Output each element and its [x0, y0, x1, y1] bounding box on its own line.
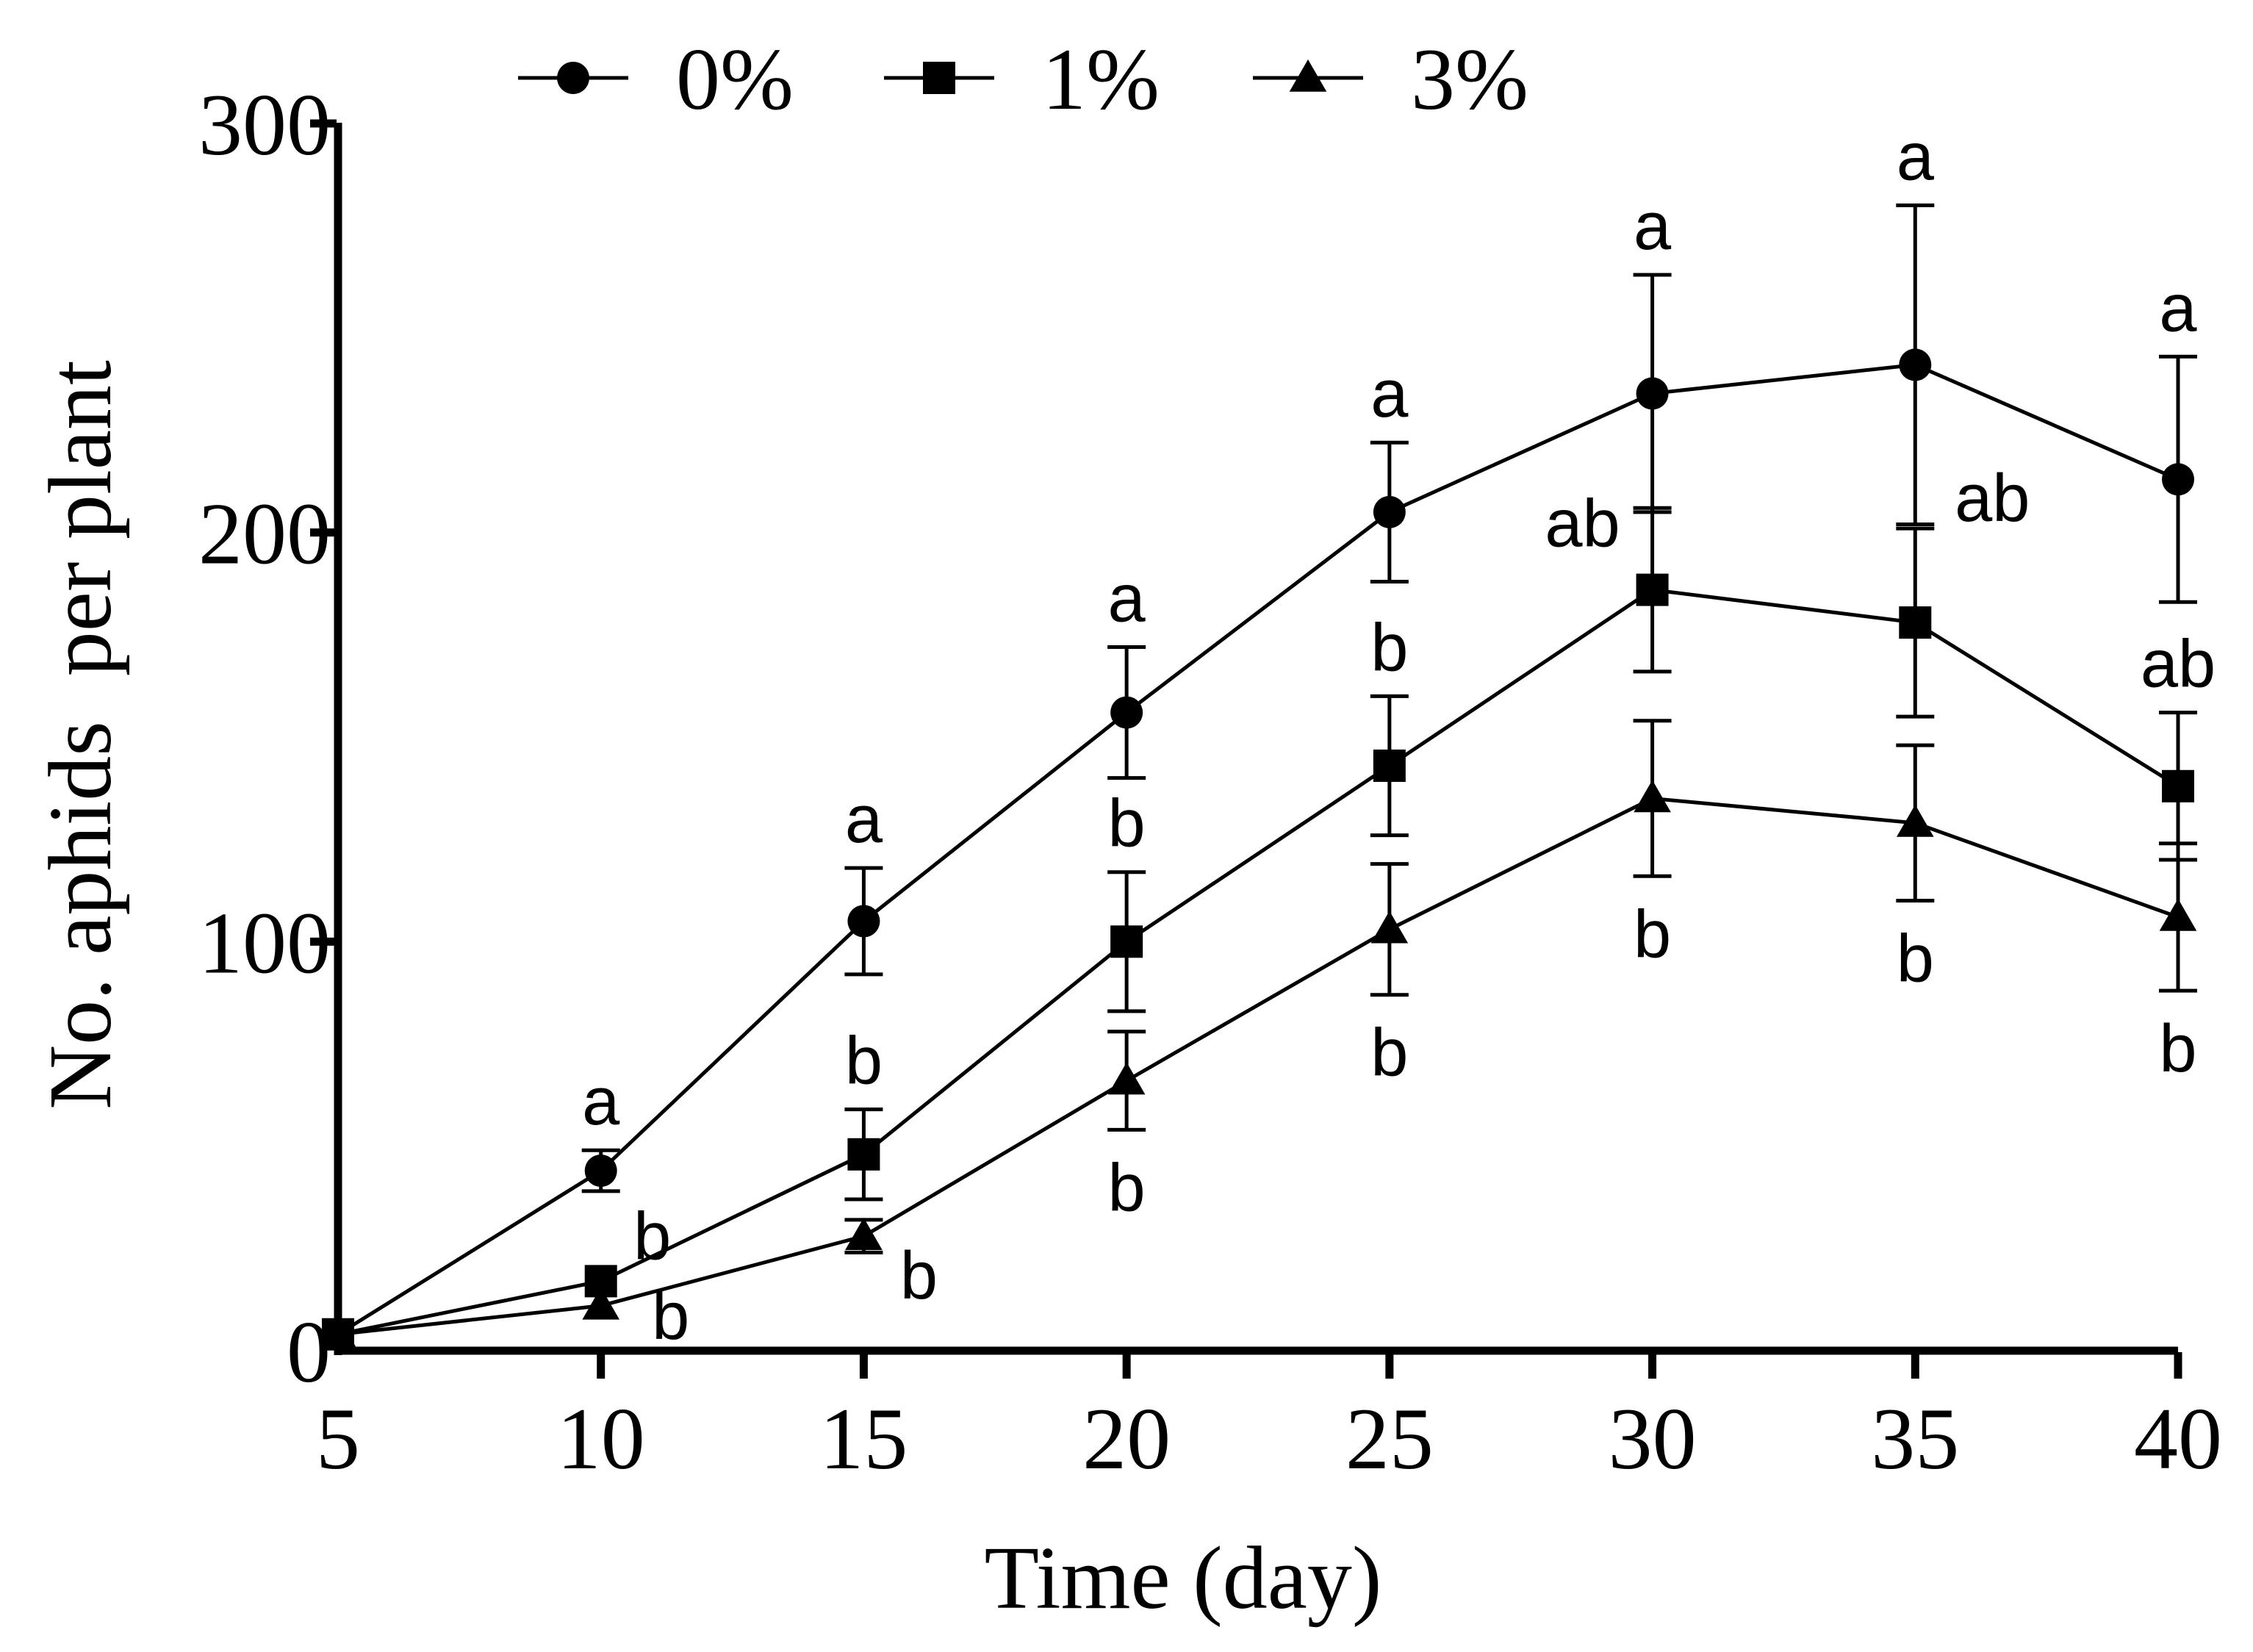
significance-letter: b — [845, 1024, 883, 1099]
legend-label: 3% — [1411, 30, 1528, 128]
significance-letter: b — [2159, 1011, 2196, 1086]
significance-letter: b — [1108, 1150, 1146, 1225]
data-point — [2162, 769, 2194, 802]
significance-letter: b — [900, 1238, 938, 1313]
legend-label: 0% — [676, 30, 794, 128]
x-tick-label: 20 — [1082, 1390, 1171, 1487]
x-tick-label: 40 — [2134, 1390, 2222, 1487]
significance-letter: b — [1897, 922, 1934, 996]
y-ticks: 0 100 200 300 — [198, 76, 337, 1401]
data-point — [1110, 696, 1143, 729]
series-line — [337, 362, 2179, 1336]
x-tick-label: 25 — [1345, 1390, 1434, 1487]
data-point — [845, 1218, 883, 1250]
legend-marker — [1289, 59, 1327, 92]
x-ticks: 5 10 15 20 25 30 35 40 — [316, 1352, 2222, 1487]
significance-letter: b — [1370, 1016, 1408, 1091]
legend-label: 1% — [1042, 30, 1160, 128]
significance-letter: b — [652, 1279, 689, 1354]
significance-letter: b — [1634, 897, 1671, 972]
legend-item-0pct: 0% — [518, 30, 794, 128]
legend-marker — [557, 62, 589, 94]
y-tick-label: 300 — [198, 76, 331, 173]
significance-letter: a — [845, 782, 883, 857]
data-point — [1899, 348, 1932, 381]
x-tick-label: 10 — [557, 1390, 645, 1487]
significance-letter: b — [1108, 786, 1146, 861]
data-point — [582, 1287, 620, 1320]
data-point — [1899, 606, 1932, 639]
x-tick-label: 5 — [316, 1390, 360, 1487]
data-point — [1110, 925, 1143, 958]
data-point — [1370, 911, 1409, 944]
y-tick-label: 200 — [198, 485, 331, 583]
data-point — [1107, 1062, 1146, 1095]
significance-letter: a — [1370, 356, 1409, 431]
significance-letter: a — [1108, 561, 1146, 636]
data-point — [1896, 804, 1934, 837]
x-tick-label: 35 — [1871, 1390, 1959, 1487]
legend-item-1pct: 1% — [884, 30, 1160, 128]
significance-letter: b — [1370, 610, 1408, 685]
x-tick-label: 15 — [819, 1390, 908, 1487]
significance-letter: ab — [1545, 486, 1620, 561]
significance-letter: a — [1897, 119, 1935, 194]
y-tick-label: 100 — [198, 894, 331, 991]
legend-marker — [923, 62, 955, 94]
data-point — [1373, 495, 1406, 528]
data-point — [1636, 377, 1669, 410]
significance-letter: a — [582, 1064, 620, 1139]
x-axis-title: Time (day) — [984, 1529, 1381, 1628]
legend: 0% 1% 3% — [518, 30, 1528, 128]
y-axis-title: No. aphids per plant — [31, 360, 130, 1110]
significance-letter: ab — [2141, 627, 2216, 702]
data-point — [2162, 463, 2194, 496]
series-line — [337, 796, 2179, 1337]
data-point — [847, 905, 880, 938]
series-line — [337, 588, 2180, 1337]
data-point — [2159, 898, 2197, 931]
data-point — [584, 1154, 617, 1188]
significance-letter: b — [633, 1199, 671, 1274]
significance-letter: a — [1634, 189, 1672, 264]
significance-letter: a — [2159, 270, 2197, 345]
legend-item-3pct: 3% — [1253, 30, 1528, 128]
data-point — [319, 1315, 357, 1348]
x-tick-label: 30 — [1609, 1390, 1697, 1487]
series-3pct — [319, 719, 2197, 1348]
data-point — [1373, 749, 1406, 782]
y-tick-label: 0 — [287, 1303, 331, 1401]
data-point — [847, 1138, 880, 1171]
significance-letter: ab — [1955, 461, 2030, 536]
data-point — [1634, 780, 1671, 813]
data-point — [1636, 573, 1669, 606]
